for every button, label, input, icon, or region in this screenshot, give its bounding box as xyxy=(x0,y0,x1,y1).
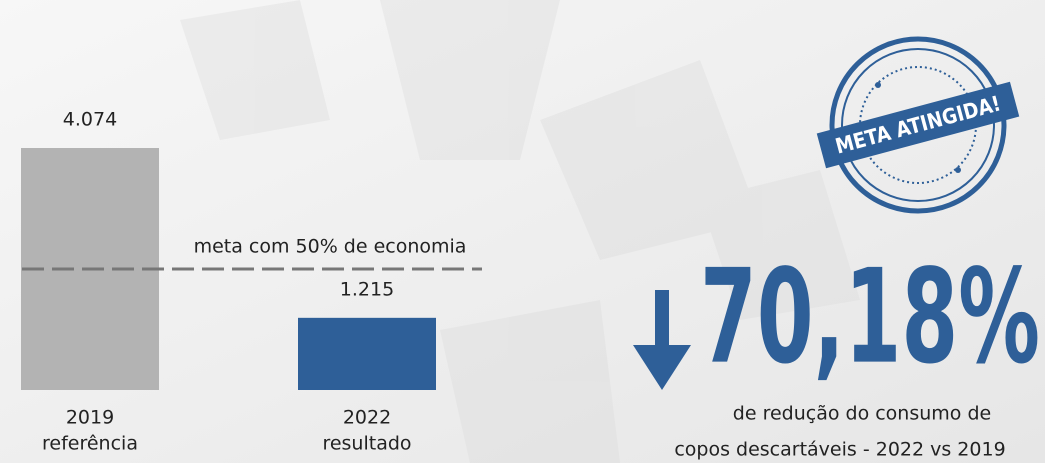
category-sublabel: referência xyxy=(42,433,138,455)
value-label: 1.215 xyxy=(340,278,394,300)
headline-description: de redução do consumo de xyxy=(733,403,991,425)
headline-value: 70,18% xyxy=(700,241,1040,393)
target-label: meta com 50% de economia xyxy=(194,236,467,258)
headline-description: copos descartáveis - 2022 vs 2019 xyxy=(674,439,1005,461)
bar xyxy=(298,317,436,390)
bar-chart: 4.074 2019 referência 1.215 2022 resultado met… xyxy=(21,109,482,455)
value-label: 4.074 xyxy=(63,109,117,131)
category-label: 2019 xyxy=(66,407,114,429)
down-arrow xyxy=(633,290,691,390)
category-label: 2022 xyxy=(343,407,391,429)
background-cups xyxy=(180,0,860,463)
category-sublabel: resultado xyxy=(322,433,411,455)
